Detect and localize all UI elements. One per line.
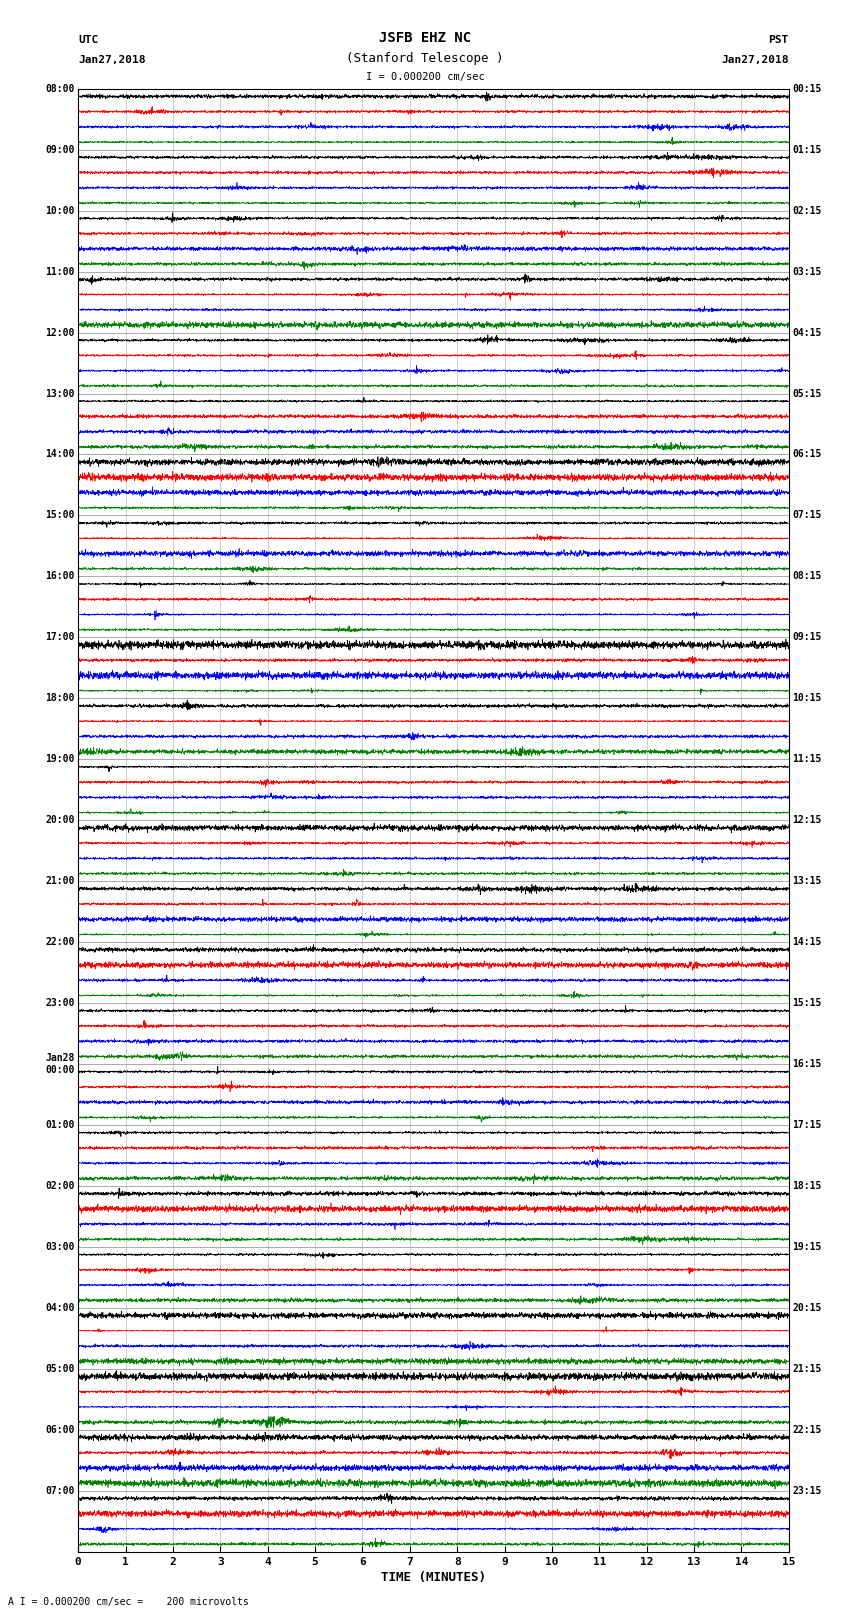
Text: 22:15: 22:15 [792, 1424, 822, 1436]
Text: 12:00: 12:00 [45, 327, 75, 337]
Text: 18:15: 18:15 [792, 1181, 822, 1190]
Text: 23:15: 23:15 [792, 1486, 822, 1495]
Text: 15:15: 15:15 [792, 998, 822, 1008]
Text: UTC: UTC [78, 35, 99, 45]
X-axis label: TIME (MINUTES): TIME (MINUTES) [381, 1571, 486, 1584]
Text: 21:15: 21:15 [792, 1365, 822, 1374]
Text: A I = 0.000200 cm/sec =    200 microvolts: A I = 0.000200 cm/sec = 200 microvolts [8, 1597, 249, 1607]
Text: 01:15: 01:15 [792, 145, 822, 155]
Text: 10:00: 10:00 [45, 205, 75, 216]
Text: 13:15: 13:15 [792, 876, 822, 886]
Text: 09:00: 09:00 [45, 145, 75, 155]
Text: 18:00: 18:00 [45, 694, 75, 703]
Text: 10:15: 10:15 [792, 694, 822, 703]
Text: 11:00: 11:00 [45, 266, 75, 276]
Text: 01:00: 01:00 [45, 1119, 75, 1131]
Text: 16:15: 16:15 [792, 1060, 822, 1069]
Text: 04:00: 04:00 [45, 1303, 75, 1313]
Text: 07:00: 07:00 [45, 1486, 75, 1495]
Text: 17:15: 17:15 [792, 1119, 822, 1131]
Text: 05:00: 05:00 [45, 1365, 75, 1374]
Text: 12:15: 12:15 [792, 815, 822, 826]
Text: 07:15: 07:15 [792, 510, 822, 521]
Text: 08:00: 08:00 [45, 84, 75, 94]
Text: 14:00: 14:00 [45, 450, 75, 460]
Text: 09:15: 09:15 [792, 632, 822, 642]
Text: 06:15: 06:15 [792, 450, 822, 460]
Text: 20:00: 20:00 [45, 815, 75, 826]
Text: 14:15: 14:15 [792, 937, 822, 947]
Text: 21:00: 21:00 [45, 876, 75, 886]
Text: 04:15: 04:15 [792, 327, 822, 337]
Text: 17:00: 17:00 [45, 632, 75, 642]
Text: (Stanford Telescope ): (Stanford Telescope ) [346, 52, 504, 65]
Text: Jan27,2018: Jan27,2018 [722, 55, 789, 65]
Text: 19:00: 19:00 [45, 755, 75, 765]
Text: 23:00: 23:00 [45, 998, 75, 1008]
Text: PST: PST [768, 35, 789, 45]
Text: 15:00: 15:00 [45, 510, 75, 521]
Text: 08:15: 08:15 [792, 571, 822, 581]
Text: 20:15: 20:15 [792, 1303, 822, 1313]
Text: 03:00: 03:00 [45, 1242, 75, 1252]
Text: 16:00: 16:00 [45, 571, 75, 581]
Text: 02:15: 02:15 [792, 205, 822, 216]
Text: Jan28
00:00: Jan28 00:00 [45, 1053, 75, 1074]
Text: I = 0.000200 cm/sec: I = 0.000200 cm/sec [366, 73, 484, 82]
Text: 22:00: 22:00 [45, 937, 75, 947]
Text: 02:00: 02:00 [45, 1181, 75, 1190]
Text: JSFB EHZ NC: JSFB EHZ NC [379, 31, 471, 45]
Text: 05:15: 05:15 [792, 389, 822, 398]
Text: 00:15: 00:15 [792, 84, 822, 94]
Text: 06:00: 06:00 [45, 1424, 75, 1436]
Text: 13:00: 13:00 [45, 389, 75, 398]
Text: 19:15: 19:15 [792, 1242, 822, 1252]
Text: Jan27,2018: Jan27,2018 [78, 55, 145, 65]
Text: 03:15: 03:15 [792, 266, 822, 276]
Text: 11:15: 11:15 [792, 755, 822, 765]
